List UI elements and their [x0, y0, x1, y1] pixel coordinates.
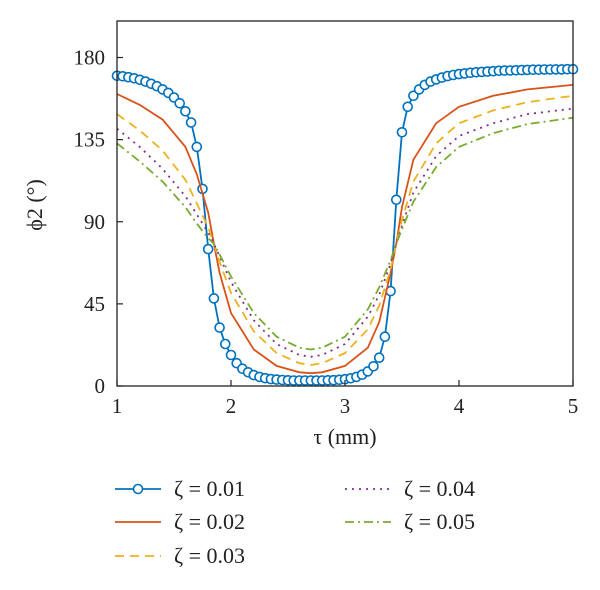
legend-label-3: ζ = 0.03: [174, 543, 245, 568]
plot-area: [111, 63, 579, 386]
x-tick-label: 2: [226, 394, 237, 418]
legend-label-1: ζ = 0.01: [174, 476, 245, 501]
legend-label-2: ζ = 0.02: [174, 509, 245, 534]
y-tick-label: 180: [74, 46, 106, 70]
data-point: [373, 352, 385, 364]
x-tick-label: 3: [340, 394, 351, 418]
x-tick-label: 5: [568, 394, 579, 418]
series-line-3: [116, 94, 574, 366]
y-tick-label: 90: [84, 210, 105, 234]
data-point: [191, 141, 203, 153]
legend-marker: [132, 483, 144, 495]
data-point: [390, 194, 402, 206]
data-point: [402, 101, 414, 113]
y-tick-label: 135: [74, 128, 106, 152]
series-line-5: [116, 116, 574, 351]
data-point: [396, 127, 408, 138]
legend-label-5: ζ = 0.05: [404, 509, 475, 534]
x-axis-label: τ (mm): [313, 424, 376, 449]
data-point: [220, 338, 231, 350]
data-point: [185, 117, 197, 128]
legend-label-4: ζ = 0.04: [404, 476, 475, 501]
x-tick-label: 4: [454, 394, 465, 418]
y-axis-label: ϕ2 (°): [22, 179, 47, 231]
data-point: [214, 322, 225, 333]
y-tick-label: 45: [84, 292, 105, 316]
y-tick-label: 0: [95, 374, 106, 398]
data-point: [368, 360, 379, 372]
x-tick-label: 1: [112, 394, 123, 418]
data-point: [174, 98, 185, 109]
data-point: [180, 106, 191, 117]
data-point: [225, 349, 237, 361]
data-point: [379, 331, 391, 343]
series-line-2: [116, 84, 574, 375]
data-point: [408, 90, 419, 102]
data-point: [202, 243, 214, 255]
data-point: [208, 293, 220, 304]
legend: ζ = 0.01 ζ = 0.02 ζ = 0.03 ζ = 0.04 ζ = 0.05: [115, 476, 475, 568]
